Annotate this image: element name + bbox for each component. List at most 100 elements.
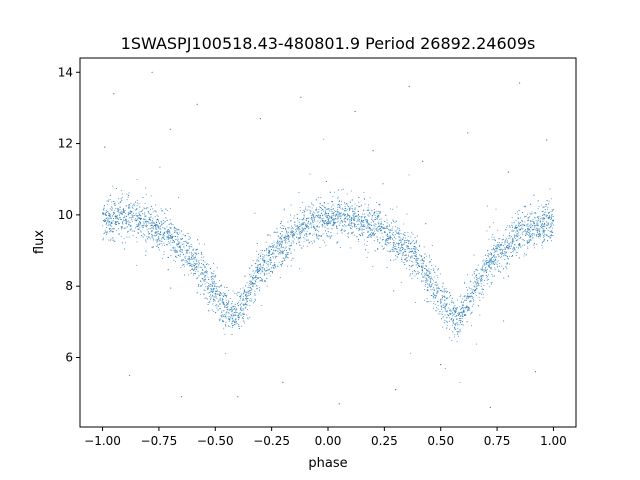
data-point [413,257,415,260]
data-point [291,259,293,261]
data-point [114,240,116,242]
data-point [160,242,162,245]
data-point [436,288,438,290]
data-point [161,244,163,246]
data-point [217,301,219,303]
data-point [244,291,246,293]
data-point [543,217,545,220]
data-point [516,246,518,248]
data-point [327,208,329,211]
data-point [433,293,435,295]
data-point [416,257,418,259]
data-point [339,204,341,206]
data-point [451,297,453,299]
data-point [466,309,468,311]
data-point [131,220,133,222]
data-point [188,257,190,259]
data-point [117,207,119,210]
data-point [434,294,436,296]
data-point [208,285,210,287]
data-point [488,264,490,267]
data-point [272,255,274,258]
data-point [363,197,365,200]
data-point [413,270,415,272]
data-point [211,284,213,286]
data-point [132,205,134,207]
data-point [536,222,538,224]
data-point [275,250,277,252]
data-point [312,217,314,219]
data-point [479,279,481,281]
data-point [158,219,160,221]
data-point [377,223,379,225]
data-point [541,226,543,228]
data-point [116,221,118,223]
data-point [536,225,539,227]
data-point [143,223,145,225]
data-point [537,217,539,219]
data-point [243,313,245,316]
data-point [179,232,181,234]
data-point [172,241,174,243]
data-point [506,226,508,228]
data-point [115,217,117,219]
data-point [505,245,508,247]
data-point [112,185,114,187]
data-point [192,248,194,250]
data-point [118,211,120,213]
data-point [119,201,121,203]
data-point [461,315,464,317]
data-point [183,246,185,248]
data-point [408,251,410,253]
data-point [324,222,326,224]
data-point [427,283,429,285]
data-point [335,218,337,220]
data-point [456,308,458,310]
data-point [322,225,324,227]
data-point [340,217,342,219]
data-point [139,214,141,216]
data-point [459,330,462,332]
data-point [171,233,173,236]
data-point [238,324,240,326]
data-point [274,255,276,257]
data-point [198,262,201,264]
data-point [279,263,282,265]
data-point [499,270,501,272]
data-point [392,233,394,235]
data-point [465,299,467,301]
data-point [395,245,397,248]
data-point [318,211,320,213]
data-point [518,223,520,225]
data-point [275,245,277,247]
data-point [423,280,425,282]
data-point [471,289,473,291]
data-point [257,257,259,259]
data-point [173,228,175,230]
data-point [132,212,134,214]
data-point [142,226,145,229]
data-point [228,312,230,314]
data-point [360,225,362,227]
data-point [311,242,313,244]
data-point [204,267,206,269]
data-point [469,309,471,311]
data-point [542,240,544,242]
data-point [265,270,267,272]
data-point [385,240,388,242]
data-point [407,240,409,242]
data-point [392,248,394,250]
data-point [318,235,321,237]
data-point [155,231,157,233]
data-point [130,217,132,219]
data-point [273,253,275,255]
data-point [129,221,131,224]
data-point [272,257,274,259]
data-point [156,245,158,248]
data-point [126,193,128,195]
data-point [332,214,334,216]
data-point [317,235,319,237]
data-point [473,272,475,274]
data-point [521,232,523,234]
data-point [190,272,192,274]
